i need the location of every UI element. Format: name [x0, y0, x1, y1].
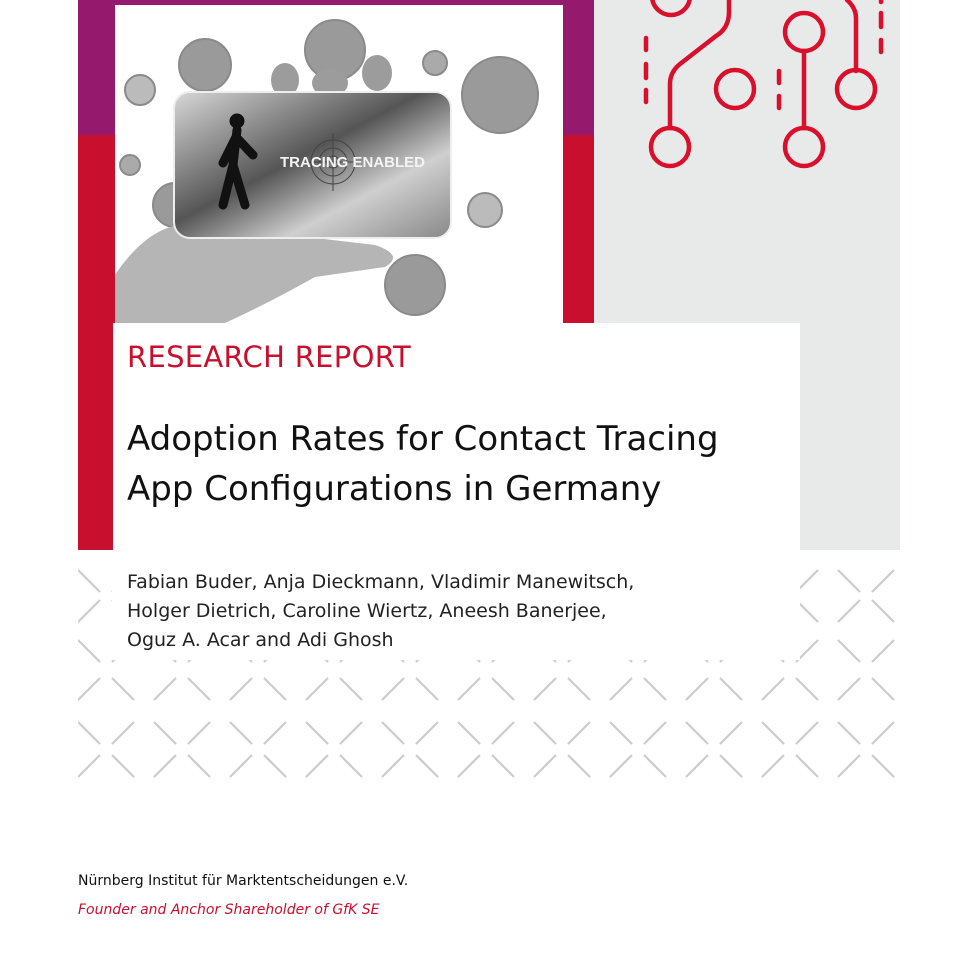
- pattern-stroke: [187, 754, 211, 778]
- author-background: [112, 560, 800, 660]
- pattern-stroke: [153, 754, 177, 778]
- pattern-stroke: [837, 721, 861, 745]
- pattern-stroke: [457, 677, 481, 701]
- pattern-stroke: [643, 677, 667, 701]
- pattern-stroke: [491, 721, 515, 745]
- pattern-stroke: [719, 721, 743, 745]
- pattern-stroke: [78, 754, 101, 778]
- pattern-stroke: [229, 754, 253, 778]
- pattern-stroke: [567, 754, 591, 778]
- pattern-stroke: [229, 721, 253, 745]
- pattern-stroke: [187, 721, 211, 745]
- cover-illustration: TRACING ENABLED: [115, 19, 539, 323]
- pattern-stroke: [381, 754, 405, 778]
- title-line: Adoption Rates for Contact Tracing: [127, 419, 719, 459]
- pattern-stroke: [415, 677, 439, 701]
- pattern-stroke: [567, 721, 591, 745]
- pattern-stroke: [719, 754, 743, 778]
- pattern-stroke: [837, 569, 861, 593]
- pattern-stroke: [263, 677, 287, 701]
- pattern-stroke: [305, 754, 329, 778]
- author-line: Fabian Buder, Anja Dieckmann, Vladimir M…: [127, 571, 635, 593]
- pattern-stroke: [837, 599, 861, 623]
- author-line: Oguz A. Acar and Adi Ghosh: [127, 629, 394, 651]
- pattern-stroke: [761, 677, 785, 701]
- pattern-stroke: [187, 677, 211, 701]
- pattern-stroke: [761, 721, 785, 745]
- pattern-stroke: [533, 677, 557, 701]
- hand: [115, 223, 393, 323]
- pattern-stroke: [795, 677, 819, 701]
- pattern-stroke: [609, 754, 633, 778]
- circuit-icon: [643, 0, 884, 169]
- pattern-stroke: [153, 721, 177, 745]
- pattern-stroke: [229, 677, 253, 701]
- pattern-stroke: [263, 754, 287, 778]
- pattern-stroke: [78, 569, 101, 593]
- pattern-stroke: [685, 677, 709, 701]
- pattern-stroke: [719, 677, 743, 701]
- pattern-stroke: [305, 721, 329, 745]
- pattern-stroke: [381, 721, 405, 745]
- pattern-stroke: [837, 639, 861, 663]
- institution-name: Nürnberg Institut für Marktentscheidunge…: [78, 873, 409, 889]
- pattern-stroke: [78, 639, 101, 663]
- pattern-stroke: [491, 754, 515, 778]
- pattern-stroke: [381, 677, 405, 701]
- pattern-stroke: [305, 677, 329, 701]
- pattern-stroke: [533, 721, 557, 745]
- pattern-stroke: [457, 754, 481, 778]
- report-label: RESEARCH REPORT: [127, 340, 412, 374]
- pattern-stroke: [643, 721, 667, 745]
- pattern-stroke: [533, 754, 557, 778]
- pattern-stroke: [415, 754, 439, 778]
- pattern-stroke: [415, 721, 439, 745]
- pattern-stroke: [491, 677, 515, 701]
- pattern-stroke: [339, 721, 363, 745]
- pattern-stroke: [761, 754, 785, 778]
- pattern-stroke: [111, 677, 135, 701]
- pattern-stroke: [78, 721, 101, 745]
- pattern-stroke: [871, 569, 895, 593]
- author-list: Fabian Buder, Anja Dieckmann, Vladimir M…: [127, 568, 727, 655]
- pattern-stroke: [837, 677, 861, 701]
- title-line: App Configurations in Germany: [127, 469, 662, 509]
- walking-person-icon: [218, 113, 258, 210]
- target-icon: [305, 133, 361, 191]
- title-box: [113, 323, 800, 550]
- pattern-stroke: [871, 599, 895, 623]
- pattern-stroke: [871, 677, 895, 701]
- pattern-stroke: [609, 677, 633, 701]
- pattern-stroke: [685, 721, 709, 745]
- institution-tagline: Founder and Anchor Shareholder of GfK SE: [78, 902, 380, 918]
- pattern-stroke: [643, 754, 667, 778]
- pattern-stroke: [111, 721, 135, 745]
- pattern-stroke: [263, 721, 287, 745]
- pattern-stroke: [457, 721, 481, 745]
- pattern-stroke: [78, 677, 101, 701]
- pattern-stroke: [339, 754, 363, 778]
- pattern-stroke: [339, 677, 363, 701]
- author-line: Holger Dietrich, Caroline Wiertz, Aneesh…: [127, 600, 607, 622]
- pattern-stroke: [153, 677, 177, 701]
- pattern-stroke: [609, 721, 633, 745]
- pattern-stroke: [685, 754, 709, 778]
- cover-photo: TRACING ENABLED: [115, 5, 563, 323]
- pattern-stroke: [837, 754, 861, 778]
- phone-text: TRACING ENABLED: [280, 154, 425, 171]
- pattern-stroke: [795, 721, 819, 745]
- pattern-stroke: [111, 754, 135, 778]
- pattern-stroke: [871, 721, 895, 745]
- report-title: Adoption Rates for Contact Tracing App C…: [127, 414, 787, 514]
- pattern-stroke: [871, 639, 895, 663]
- pattern-stroke: [871, 754, 895, 778]
- pattern-stroke: [78, 599, 101, 623]
- pattern-stroke: [795, 754, 819, 778]
- pattern-stroke: [567, 677, 591, 701]
